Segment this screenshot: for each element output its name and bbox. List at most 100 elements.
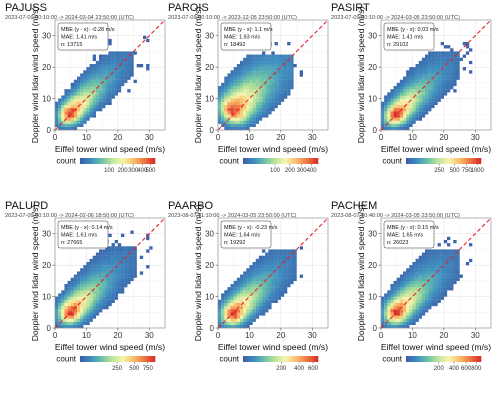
heatmap-cell [230,287,234,291]
heatmap-cell [224,101,228,106]
heatmap-cell [268,293,272,297]
heatmap-cell [393,302,397,307]
x-tick-label: 10 [245,331,254,340]
heatmap-cell [246,95,250,99]
heatmap-cell [83,111,87,115]
colorbar-segment [256,158,259,164]
heatmap-cell [447,271,451,275]
heatmap-cell [55,309,59,313]
heatmap-cell [243,302,247,307]
heatmap-cell [67,108,71,112]
heatmap-cell [67,309,71,313]
heatmap-cell [262,95,266,99]
heatmap-cell [431,70,435,74]
heatmap-cell [431,95,435,99]
colorbar-segment [278,356,281,362]
panel-subtitle: 2023-07-09 00:10:00 -> 2024-02-06 18:50:… [5,213,134,219]
heatmap-cell [434,271,438,275]
heatmap-cell [221,306,225,310]
heatmap-cell [440,92,445,96]
y-tick-label: 30 [42,32,51,41]
heatmap-cell [77,299,81,304]
heatmap-cell [412,287,416,291]
colorbar-segment [140,356,143,362]
heatmap-cell [393,290,397,294]
heatmap-cell [280,268,285,272]
heatmap-cell [105,296,109,300]
heatmap-cell [440,42,445,46]
heatmap-cell [271,299,275,304]
heatmap-cell [412,299,416,304]
heatmap-cell [384,111,388,115]
heatmap-cell [99,252,103,256]
heatmap-cell [293,277,297,282]
heatmap-cell [86,89,90,93]
heatmap-cell [265,296,269,300]
heatmap-cell [409,318,413,322]
heatmap-cell [421,296,426,300]
heatmap-cell [271,280,275,285]
heatmap-cell [406,89,410,93]
heatmap-cell [274,104,278,109]
heatmap-cell [262,114,266,118]
heatmap-cell [58,312,62,316]
heatmap-cell [399,101,404,106]
heatmap-cell [431,277,435,282]
heatmap-cell [447,287,451,291]
heatmap-cell [95,274,100,278]
panel-frame [217,217,329,329]
heatmap-cell [58,98,62,102]
heatmap-cell [425,89,429,93]
heatmap-cell [236,79,241,84]
heatmap-cell [425,82,429,87]
heatmap-cell [390,108,394,112]
heatmap-cell [105,290,109,294]
heatmap-cell [108,51,112,55]
heatmap-cell [230,315,234,319]
heatmap-cell [227,95,231,99]
heatmap-cell [447,274,451,278]
heatmap-cell [114,284,119,288]
heatmap-cell [287,54,291,58]
heatmap-cell [262,98,266,102]
heatmap-cell [227,101,231,106]
heatmap-cell [83,95,87,99]
panel-subtitle: 2023-08-07 10:40:00 -> 2024-03-05 23:50:… [331,213,460,219]
heatmap-cell [280,76,285,80]
heatmap-cell [406,120,410,124]
heatmap-cell [387,120,391,124]
heatmap-cell [70,101,75,106]
heatmap-cell [105,92,109,96]
colorbar-segment [98,158,101,164]
heatmap-cell [230,108,234,112]
colorbar-segment [125,356,128,362]
heatmap-cell [381,108,385,112]
heatmap-cell [246,302,250,307]
heatmap-cell [73,321,78,326]
heatmap-cell [271,258,275,263]
heatmap-cell [121,70,125,74]
colorbar-segment [428,356,431,362]
heatmap-cell [284,271,288,275]
heatmap-cell [406,101,410,106]
colorbar-segment [475,158,478,164]
heatmap-cell [277,70,282,74]
heatmap-cell [418,114,423,118]
heatmap-cell [409,73,413,77]
heatmap-cell [130,274,134,278]
colorbar-segment [125,158,128,164]
heatmap-cell [102,287,106,291]
heatmap-cell [246,290,250,294]
heatmap-cell [277,73,282,77]
colorbar-segment [426,158,429,164]
heatmap-cell [277,277,282,282]
heatmap-cell [102,73,106,77]
colorbar-segment [471,158,474,164]
colorbar-segment [96,158,100,164]
heatmap-cell [434,86,438,90]
heatmap-cell [236,318,241,322]
heatmap-cell [243,120,247,124]
heatmap-cell [403,114,407,118]
heatmap-cell [243,64,247,68]
